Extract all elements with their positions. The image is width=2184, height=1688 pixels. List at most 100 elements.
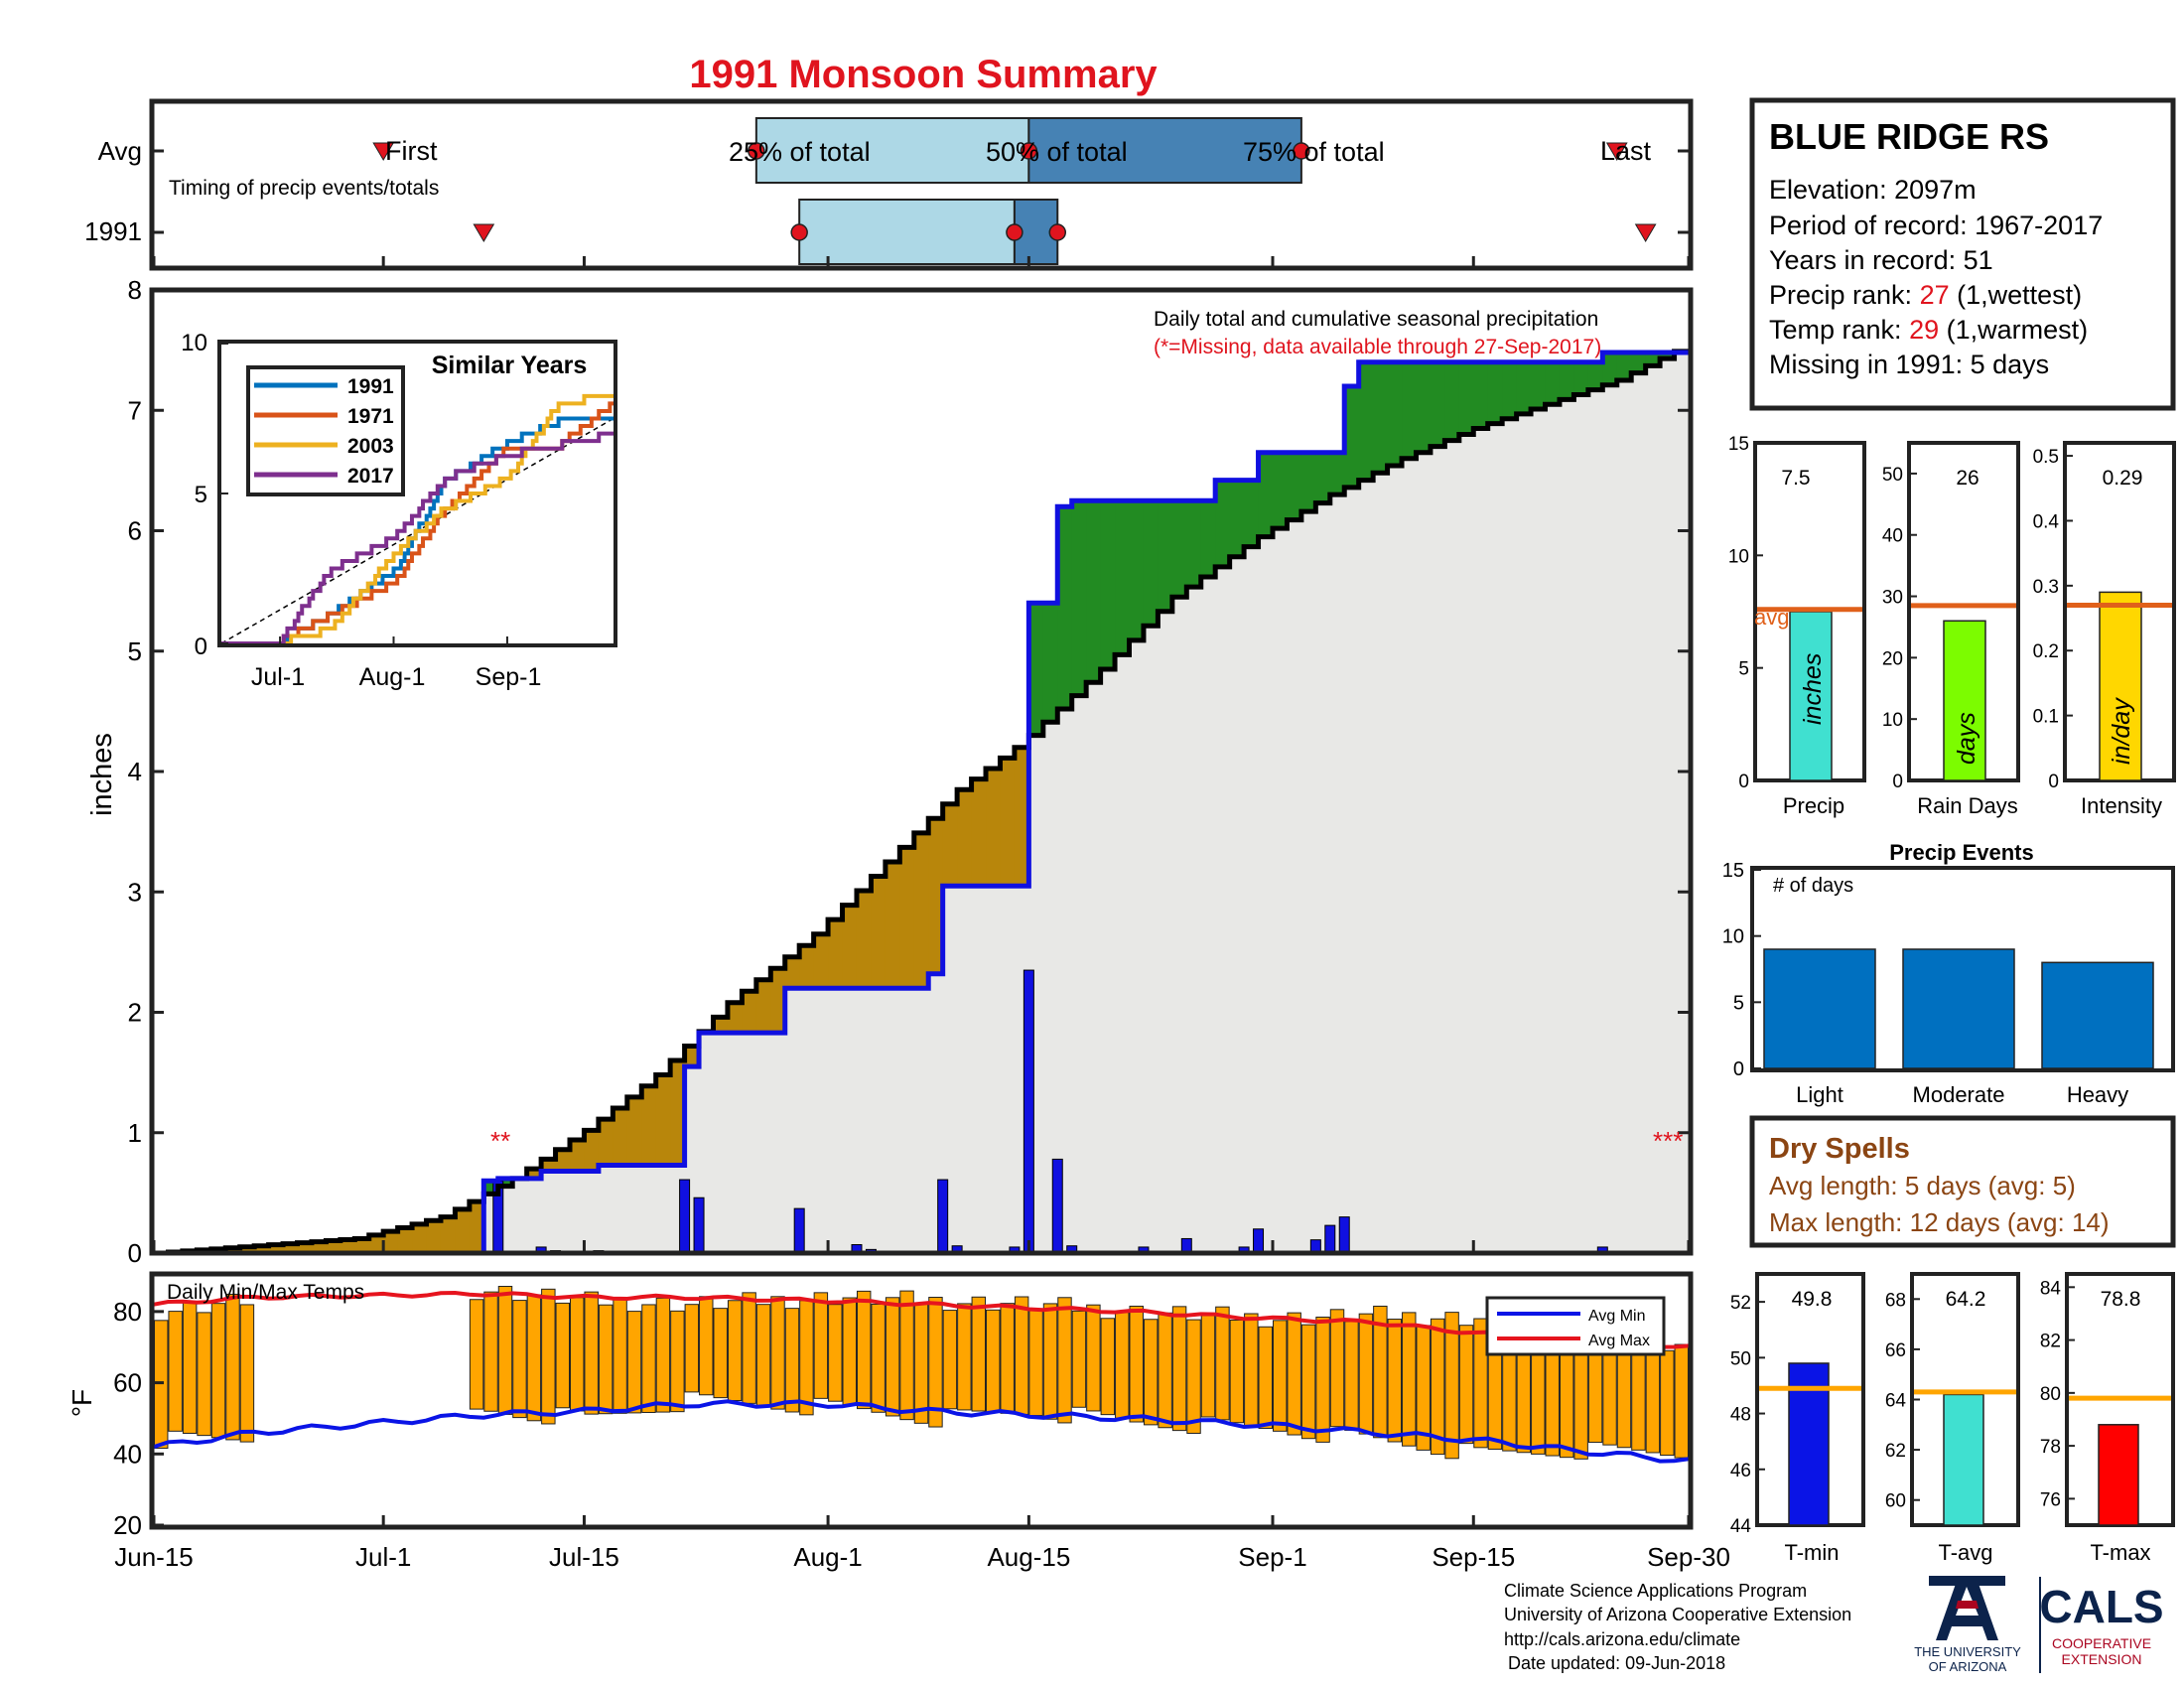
daily-precip-bar	[1324, 1224, 1336, 1254]
legend-avg-max: Avg Max	[1588, 1333, 1650, 1349]
daily-temp-range-bar	[1458, 1325, 1474, 1445]
inset-x-tick: Aug-1	[359, 663, 426, 691]
drier-than-avg-fill	[326, 1240, 341, 1253]
daily-temp-range-bar	[497, 1286, 513, 1415]
daily-temp-range-bar	[799, 1300, 814, 1416]
missing-marker: **	[490, 1126, 510, 1156]
drier-than-avg-fill	[368, 1234, 384, 1253]
legend-1991: 1991	[347, 375, 394, 398]
events-tick-label: 5	[1733, 992, 1744, 1014]
tmax-label: T-max	[2090, 1540, 2150, 1565]
daily-temp-range-bar	[1042, 1303, 1058, 1420]
summary-tick-label: 0.1	[2033, 707, 2059, 728]
event-bar-light	[1763, 948, 1876, 1069]
x-tick-label: Sep-1	[1238, 1542, 1306, 1572]
daily-temp-range-bar	[1171, 1306, 1187, 1432]
y-tick-label: 0	[128, 1238, 142, 1268]
timing-percentile-dot	[1048, 223, 1067, 241]
summary-tick-label: 0	[1892, 772, 1903, 792]
summary-tick-label: 20	[1882, 648, 1903, 669]
wetter-than-avg-fill	[1344, 386, 1360, 488]
daily-precip-bar	[679, 1179, 691, 1254]
wetter-than-avg-fill	[1300, 452, 1316, 512]
y-tick-label: 60	[113, 1368, 142, 1398]
temp-rank: Temp rank: 29 (1,warmest)	[1769, 315, 2088, 345]
drier-than-avg-fill	[813, 933, 829, 989]
wetter-than-avg-fill	[1430, 361, 1445, 447]
wetter-than-avg-fill	[497, 1178, 513, 1187]
temp-value-bar	[1943, 1393, 1984, 1526]
events-tick-label: 10	[1722, 926, 1744, 948]
wetter-than-avg-fill	[1100, 500, 1116, 669]
similar-years-plot	[219, 343, 617, 645]
wetter-than-avg-fill	[1602, 352, 1618, 385]
y-tick-label: 5	[128, 636, 142, 666]
temperature-plot-area	[153, 1286, 1690, 1464]
drier-than-avg-fill	[469, 1201, 484, 1253]
daily-temp-range-bar	[1215, 1306, 1230, 1421]
daily-temp-range-bar	[828, 1304, 843, 1402]
events-tick-label: 0	[1733, 1058, 1744, 1080]
daily-temp-range-bar	[526, 1294, 542, 1422]
wetter-than-avg-fill	[1272, 452, 1289, 529]
daily-temp-range-bar	[1115, 1312, 1130, 1419]
daily-temp-range-bar	[584, 1291, 599, 1415]
wetter-than-avg-fill	[1444, 361, 1460, 441]
timing-note: Timing of precip events/totals	[169, 177, 439, 200]
daily-temp-range-bar	[1387, 1319, 1403, 1443]
wetter-than-avg-fill	[1402, 361, 1418, 459]
y-tick-label: 4	[128, 757, 142, 786]
wetter-than-avg-fill	[1358, 361, 1374, 481]
temperature-chart: 20 40 60 80 Daily Min/Max Temps °F Avg Min …	[67, 1271, 1694, 1540]
tmax-value: 78.8	[2101, 1288, 2141, 1311]
wetter-than-avg-fill	[1559, 361, 1575, 400]
daily-temp-range-bar	[1000, 1303, 1015, 1414]
drier-than-avg-fill	[913, 832, 929, 989]
drier-than-avg-fill	[842, 905, 858, 989]
timing-50-75-box	[1027, 117, 1302, 184]
wetter-than-avg-fill	[1028, 603, 1044, 736]
tavg-label: T-avg	[1938, 1540, 1992, 1565]
event-bar-moderate	[1902, 948, 2015, 1069]
rain-days-unit: days	[1953, 712, 1980, 765]
y-tick-label: 3	[128, 877, 142, 907]
temperature-summary-panels: 44 46 48 50 52 60 62 64 66 68 76 78 80 82 84	[1730, 1272, 2175, 1537]
station-info: BLUE RIDGE RS Elevation: 2097m Period of…	[1749, 97, 2176, 411]
summary-tick-label: 0.5	[2033, 447, 2059, 468]
pct50-label: 50% of total	[986, 137, 1128, 167]
drier-than-avg-fill	[828, 919, 844, 989]
legend-1971: 1971	[347, 405, 394, 428]
daily-temp-range-bar	[1344, 1321, 1359, 1431]
wetter-than-avg-fill	[1660, 352, 1676, 359]
summary-tick-label: 40	[1882, 526, 1903, 547]
wetter-than-avg-fill	[1329, 452, 1345, 495]
date-x-axis: Jun-15 Jul-1 Jul-15 Aug-1 Aug-15 Sep-1 Sep-15 S…	[114, 256, 1730, 1572]
intensity-value: 0.29	[2103, 467, 2143, 490]
daily-temp-range-bar	[727, 1300, 743, 1402]
timing-percentile-dot	[1006, 223, 1024, 241]
intensity-panel-label: Intensity	[2081, 793, 2162, 818]
drier-than-avg-fill	[297, 1242, 313, 1253]
station-period: Period of record: 1967-2017	[1769, 211, 2103, 240]
daily-temp-range-bar	[842, 1297, 857, 1406]
wetter-than-avg-fill	[1473, 361, 1489, 429]
y-tick-label: 6	[128, 516, 142, 546]
temp-tick-label: 50	[1730, 1348, 1751, 1369]
wetter-than-avg-fill	[1387, 361, 1403, 467]
y-tick-label: 40	[113, 1439, 142, 1469]
daily-temp-range-bar	[168, 1311, 183, 1432]
drier-than-avg-fill	[397, 1227, 413, 1253]
drier-than-avg-fill	[598, 1119, 614, 1166]
wetter-than-avg-fill	[1115, 500, 1131, 655]
daily-temp-range-bar	[755, 1304, 771, 1407]
drier-than-avg-fill	[383, 1231, 399, 1253]
daily-temp-range-bar	[986, 1309, 1001, 1413]
y-tick-label: 80	[113, 1297, 142, 1327]
dry-spells-title: Dry Spells	[1769, 1133, 1910, 1165]
wetter-than-avg-fill	[1616, 352, 1632, 380]
daily-temp-range-bar	[670, 1310, 685, 1413]
pct25-label: 25% of total	[729, 137, 871, 167]
temp-tick-label: 44	[1730, 1516, 1752, 1537]
legend-avg-min: Avg Min	[1588, 1308, 1646, 1325]
